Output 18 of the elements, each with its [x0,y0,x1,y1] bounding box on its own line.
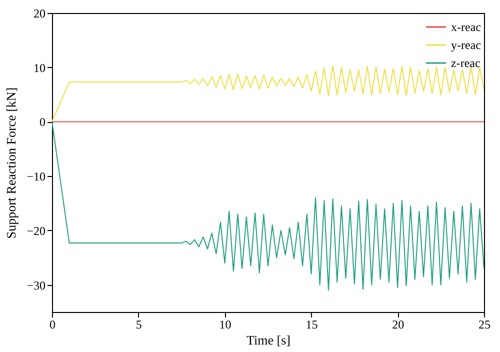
y-axis-title: Support Reaction Force [kN] [4,87,19,239]
x-tick-label: 20 [392,318,404,332]
x-tick-label: 15 [306,318,318,332]
y-tick-label: −30 [26,278,46,292]
legend-label: y-reac [451,38,481,52]
y-tick-label: 20 [34,6,46,20]
y-tick-label: −10 [26,170,46,184]
x-tick-label: 5 [136,318,142,332]
y-tick-label: 10 [34,60,46,75]
line-series [52,121,484,291]
x-tick-label: 0 [50,318,56,332]
x-tick-label: 10 [219,318,232,332]
x-tick-label: 25 [478,318,490,332]
legend-label: x-reac [451,20,481,34]
x-axis-title: Time [s] [246,332,290,348]
legend-label: z-reac [451,56,480,70]
y-tick-label: −20 [26,224,46,238]
y-tick-label: 0 [40,115,46,130]
